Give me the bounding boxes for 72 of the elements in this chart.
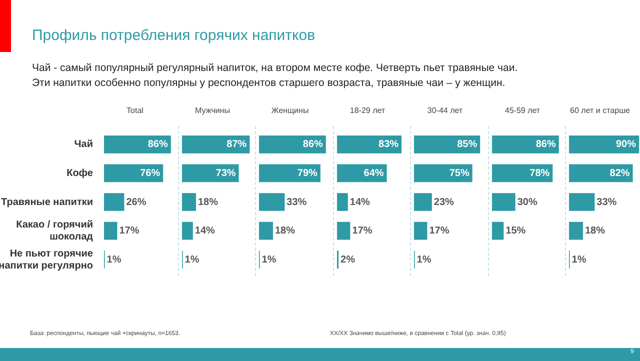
bar [414,135,480,154]
bar [414,222,428,240]
bar [414,164,472,182]
bar [336,222,350,240]
bar [569,135,639,154]
data-label: 86% [535,139,556,150]
bar [259,193,285,211]
data-label: 18% [275,226,296,237]
data-label: 18% [585,226,606,237]
bar [182,164,238,182]
bar [492,222,504,240]
y-tick-label: Какао / горячий шоколад [16,220,94,243]
data-label: 64% [363,168,384,179]
bar [259,222,273,240]
data-label: 83% [378,139,398,150]
y-tick-label: Травяные напитки [0,196,93,208]
data-label: 17% [352,226,372,237]
text: Профиль потребления горячих напитков [32,27,316,44]
data-label: 1% [572,254,586,266]
text: Чай - самый популярный регулярный напиток, на втором месте кофе. Четверть пьет травяные чаи. Эти напитки особенно популярны у респондентов старшего возраста, травяные чаи – у женщин. [32,61,518,91]
bar [104,222,118,240]
bar [569,222,583,240]
bar [414,193,432,211]
data-label: 85% [457,139,478,150]
data-label: 79% [297,168,318,179]
data-label: 23% [434,196,454,208]
data-label: 2% [340,254,355,266]
data-label: 75% [449,168,470,179]
data-label: 73% [215,168,236,179]
data-label: 86% [148,139,168,150]
chart-title: Женщины [270,106,310,115]
data-label: 78% [529,168,550,179]
chart-title: Total [126,106,144,115]
bar [182,193,196,211]
bar [104,193,124,211]
data-label: 14% [349,196,370,208]
data-label: 17% [429,226,450,237]
bar [104,135,171,154]
data-label: 18% [198,196,218,208]
bar [336,193,348,211]
data-label: 87% [226,139,246,150]
data-label: 17% [119,226,140,237]
data-label: 82% [610,168,630,179]
bar [569,164,633,182]
data-label: 1% [106,254,122,266]
y-tick-label: Кофе [66,168,94,179]
bar [492,193,515,211]
bar [182,135,250,154]
bar [259,164,320,182]
data-label: 1% [262,254,276,266]
data-label: 14% [194,226,215,237]
data-label: 30% [516,196,537,208]
chart-title: Мужчины [194,106,231,115]
data-label: 86% [302,139,323,150]
data-label: 15% [505,226,526,237]
data-label: 33% [286,196,307,208]
data-label: 90% [616,139,636,150]
data-label: 26% [126,196,146,208]
data-label: 33% [596,196,617,208]
chart-title: 45-59 лет [504,106,542,115]
bar [259,135,326,154]
data-label: 1% [416,254,432,266]
bar [182,222,192,240]
chart-title: 60 лет и старше [569,106,631,115]
data-label: 76% [140,168,160,179]
data-label: 1% [184,254,199,266]
chart-title: 18-29 лет [348,106,386,115]
bar [492,135,558,154]
y-tick-label: Чай [74,139,93,150]
bar [569,193,595,211]
chart-title: 30-44 лет [426,106,464,115]
bar [336,135,402,154]
